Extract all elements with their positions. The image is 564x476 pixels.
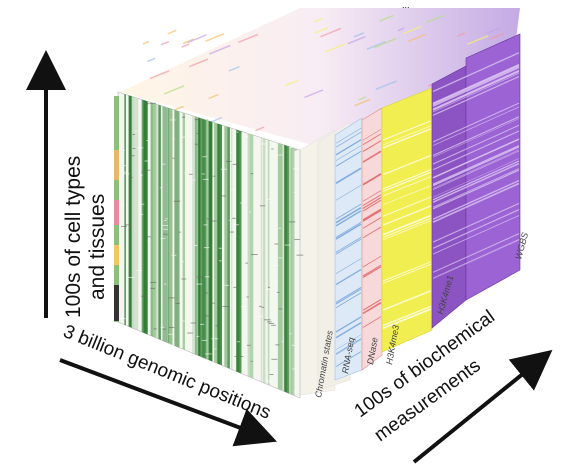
dnase-layer xyxy=(361,107,383,371)
vertical-axis-label-line1: 100s of cell types xyxy=(62,156,85,318)
vertical-axis: 100s of cell types and tissues xyxy=(26,50,109,318)
header-fragment: ... xyxy=(402,0,410,10)
vertical-axis-label-line2: and tissues xyxy=(86,194,109,300)
h3k4me3-layer xyxy=(381,87,433,353)
assay-label-dnase: DNase xyxy=(365,337,380,366)
cube-front-face xyxy=(114,91,304,399)
cube-depth-layers xyxy=(299,33,521,396)
